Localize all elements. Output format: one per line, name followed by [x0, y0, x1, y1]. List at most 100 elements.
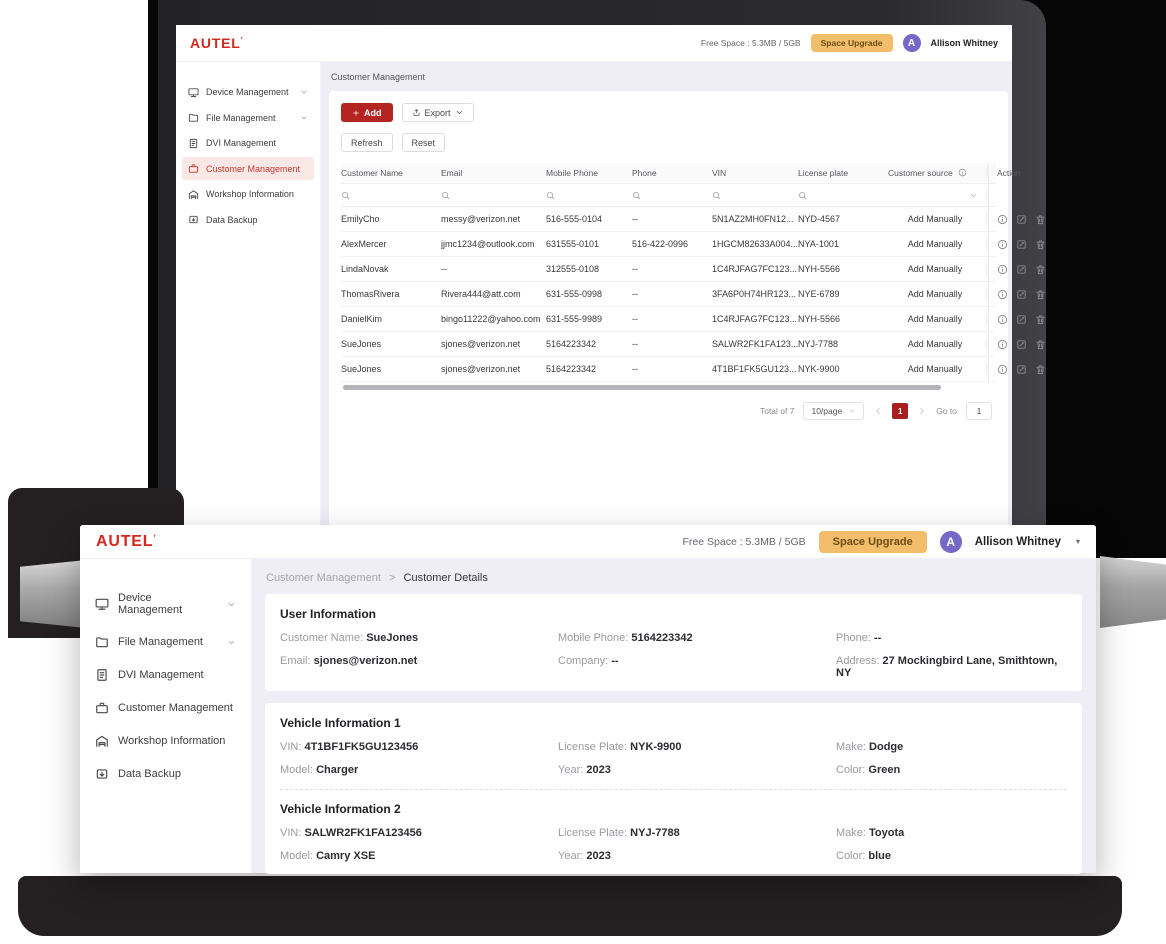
filter-input[interactable] — [546, 191, 632, 200]
table-cell: 312555-0108 — [546, 264, 600, 274]
space-upgrade-button[interactable]: Space Upgrade — [818, 530, 927, 553]
search-icon — [798, 191, 807, 200]
autel-logo: AUTEL’ — [96, 532, 157, 550]
table-row[interactable]: SueJones sjones@verizon.net 5164223342 -- SA… — [341, 332, 1045, 357]
sidebar-item-customer-management[interactable]: Customer Management — [88, 693, 243, 723]
view-details-button[interactable] — [997, 239, 1008, 250]
table-row[interactable]: AlexMercer jjmc1234@outlook.com 631555-010… — [341, 232, 1045, 257]
view-details-button[interactable] — [997, 264, 1008, 275]
delete-row-button[interactable] — [1035, 314, 1046, 325]
trash-icon — [1035, 314, 1046, 325]
search-icon — [712, 191, 721, 200]
edit-row-button[interactable] — [1016, 289, 1027, 300]
horizontal-scrollbar[interactable] — [343, 385, 941, 390]
breadcrumb-parent[interactable]: Customer Management — [266, 572, 381, 584]
edit-icon — [1016, 239, 1027, 250]
chevron-right-icon — [917, 406, 927, 416]
table-row[interactable]: DanielKim bingo11222@yahoo.com 631-555-998… — [341, 307, 1045, 332]
prev-page-button[interactable] — [873, 406, 883, 416]
delete-row-button[interactable] — [1035, 214, 1046, 225]
backup-icon — [188, 214, 199, 225]
filter-input[interactable] — [712, 191, 798, 200]
edit-row-button[interactable] — [1016, 264, 1027, 275]
filter-input[interactable] — [341, 191, 441, 200]
sidebar-item-data-backup[interactable]: Data Backup — [88, 759, 243, 789]
filter-input[interactable] — [632, 191, 712, 200]
chevron-down-icon — [300, 114, 308, 122]
table-cell: -- — [632, 314, 638, 324]
space-upgrade-button[interactable]: Space Upgrade — [810, 34, 893, 52]
refresh-button[interactable]: Refresh — [341, 133, 393, 152]
search-icon — [632, 191, 641, 200]
delete-row-button[interactable] — [1035, 339, 1046, 350]
edit-row-button[interactable] — [1016, 339, 1027, 350]
table-cell: 631-555-9989 — [546, 314, 603, 324]
export-button[interactable]: Export — [401, 103, 474, 122]
page-size-select[interactable]: 10/page — [803, 402, 865, 420]
reset-button[interactable]: Reset — [401, 133, 446, 152]
sidebar-item-customer-management[interactable]: Customer Management — [182, 157, 314, 180]
sidebar-item-label: Device Management — [206, 87, 289, 97]
delete-row-button[interactable] — [1035, 239, 1046, 250]
detail-field: Color: Green — [836, 764, 901, 776]
user-name[interactable]: Allison Whitney — [974, 535, 1061, 548]
edit-row-button[interactable] — [1016, 214, 1027, 225]
sidebar-item-label: Data Backup — [118, 768, 181, 780]
sidebar-item-device-management[interactable]: Device Management — [88, 584, 243, 624]
edit-icon — [1016, 214, 1027, 225]
avatar[interactable]: A — [902, 34, 921, 52]
filter-action-spacer — [988, 184, 1063, 206]
current-page-button[interactable]: 1 — [892, 403, 909, 419]
clipboard-icon — [95, 668, 109, 682]
edit-row-button[interactable] — [1016, 314, 1027, 325]
info-icon — [997, 214, 1008, 225]
delete-row-button[interactable] — [1035, 264, 1046, 275]
table-cell: NYK-9900 — [798, 364, 840, 374]
edit-row-button[interactable] — [1016, 364, 1027, 375]
sidebar-item-file-management[interactable]: File Management — [88, 627, 243, 657]
table-row[interactable]: EmilyCho messy@verizon.net 516-555-0104 -- 5… — [341, 207, 1045, 232]
sidebar-item-device-management[interactable]: Device Management — [182, 81, 314, 104]
table-row[interactable]: LindaNovak -- 312555-0108 -- 1C4RJFAG7FC123.… — [341, 257, 1045, 282]
avatar[interactable]: A — [939, 530, 962, 553]
sidebar-item-workshop-information[interactable]: Workshop Information — [182, 183, 314, 206]
table-cell: -- — [632, 339, 638, 349]
sidebar-item-file-management[interactable]: File Management — [182, 106, 314, 129]
detail-field: Make: Dodge — [836, 741, 904, 753]
user-menu-caret-icon[interactable]: ▾ — [1075, 537, 1080, 546]
table-row[interactable]: ThomasRivera Rivera444@att.com 631-555-099… — [341, 282, 1045, 307]
chevron-left-icon — [873, 406, 883, 416]
backup-icon — [95, 767, 109, 781]
table-cell: Add Manually — [907, 339, 963, 349]
detail-field: Model: Charger — [280, 764, 359, 776]
vehicle2-fields: VIN: SALWR2FK1FA123456 License Plate: NYJ… — [280, 827, 1067, 862]
delete-row-button[interactable] — [1035, 364, 1046, 375]
folder-icon — [95, 635, 109, 649]
detail-field: Make: Toyota — [836, 827, 905, 839]
goto-page-input[interactable]: 1 — [966, 402, 992, 420]
sidebar-item-label: DVI Management — [206, 138, 277, 148]
view-details-button[interactable] — [997, 289, 1008, 300]
next-page-button[interactable] — [917, 406, 927, 416]
view-details-button[interactable] — [997, 364, 1008, 375]
user-name[interactable]: Allison Whitney — [930, 38, 999, 48]
delete-row-button[interactable] — [1035, 289, 1046, 300]
view-details-button[interactable] — [997, 214, 1008, 225]
sidebar-item-data-backup[interactable]: Data Backup — [182, 208, 314, 231]
sidebar-item-workshop-information[interactable]: Workshop Information — [88, 726, 243, 756]
filter-input[interactable] — [798, 191, 888, 200]
add-button[interactable]: Add — [341, 103, 393, 122]
search-icon — [546, 191, 555, 200]
table-row[interactable]: SueJones sjones@verizon.net 5164223342 -- 4T… — [341, 357, 1045, 382]
filter-input[interactable] — [441, 191, 546, 200]
edit-row-button[interactable] — [1016, 239, 1027, 250]
table-cell: 516-422-0996 — [632, 239, 689, 249]
sidebar-item-dvi-management[interactable]: DVI Management — [182, 132, 314, 155]
sidebar-item-label: Device Management — [118, 592, 183, 616]
view-details-button[interactable] — [997, 339, 1008, 350]
export-icon — [412, 108, 421, 117]
view-details-button[interactable] — [997, 314, 1008, 325]
plus-icon — [352, 109, 360, 117]
customer-source-filter-select[interactable] — [888, 191, 988, 200]
sidebar-item-dvi-management[interactable]: DVI Management — [88, 660, 243, 690]
